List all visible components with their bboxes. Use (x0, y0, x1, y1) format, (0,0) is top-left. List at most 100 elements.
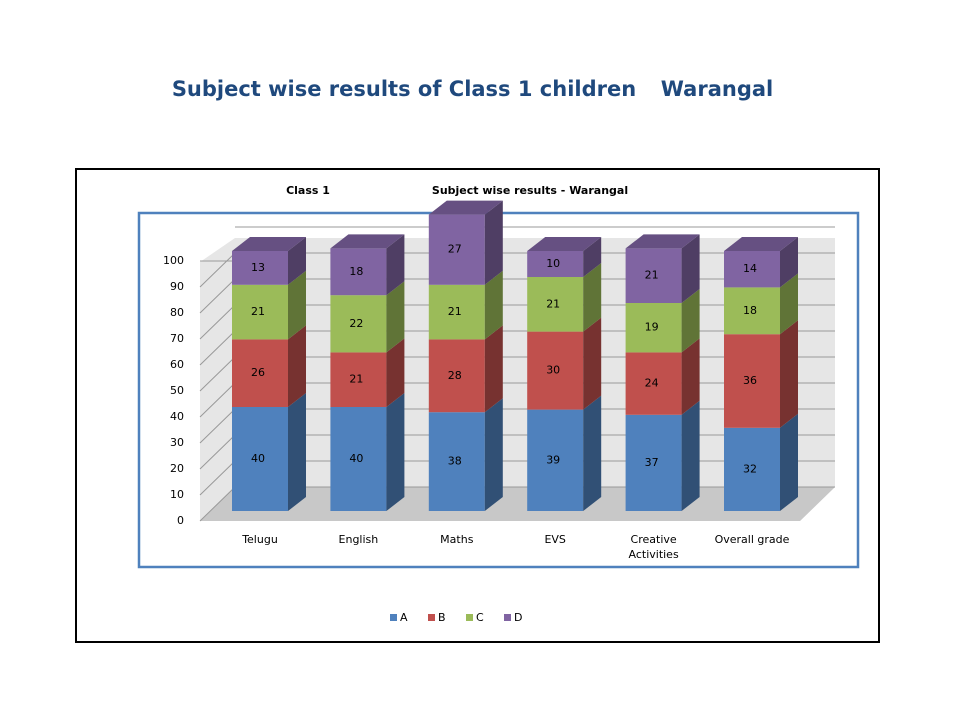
bar-top (527, 237, 602, 251)
bar-segment (527, 395, 602, 511)
data-label: 10 (546, 257, 560, 270)
bar-side (681, 338, 700, 415)
data-label: 30 (546, 364, 560, 377)
bar-side (681, 400, 700, 511)
bar-side (484, 200, 503, 285)
bar-side (484, 398, 503, 511)
bar-top (330, 234, 405, 249)
bar-side (386, 338, 405, 407)
grid-line (199, 278, 236, 314)
bar-segment (232, 393, 306, 511)
bar-front (232, 251, 288, 285)
data-label: 38 (448, 455, 462, 468)
bar-side (288, 393, 306, 511)
grid-line (199, 304, 236, 340)
legend-label: C (476, 611, 484, 624)
x-tick-label: Telugu (242, 533, 278, 546)
bar-side (681, 289, 700, 353)
legend-label: D (514, 611, 522, 624)
legend-label: B (438, 611, 446, 624)
bar-segment (625, 289, 700, 353)
bar-segment (232, 325, 306, 407)
bar-front (527, 251, 584, 277)
bar-top (625, 234, 700, 249)
data-label: 27 (448, 243, 462, 256)
data-label: 24 (645, 377, 659, 390)
data-label: 28 (448, 369, 462, 382)
data-label: 14 (743, 262, 757, 275)
bar-front (625, 248, 682, 303)
bar-front (724, 334, 780, 428)
bar-side (583, 237, 602, 277)
bar-front (527, 409, 584, 511)
bar-front (625, 303, 682, 353)
data-label: 19 (645, 321, 659, 334)
data-label: 21 (645, 269, 659, 282)
bar-front (527, 277, 584, 332)
bar-front (330, 248, 387, 296)
bar-segment (232, 237, 306, 285)
bar-segment (625, 400, 700, 511)
grid-line (199, 408, 236, 444)
bar-side (386, 393, 405, 511)
bar-segment (428, 325, 503, 413)
bar-segment (428, 270, 503, 340)
bar-side (386, 234, 405, 296)
bar-side (583, 317, 602, 410)
bar-segment (625, 338, 700, 415)
bar-front (330, 295, 387, 353)
chart-subtitle: Subject wise results - Warangal (432, 184, 628, 197)
bar-segment (330, 393, 405, 511)
y-tick-label: 100 (163, 254, 184, 267)
bar-top (232, 237, 306, 251)
grid-line (199, 356, 236, 392)
bar-segment (232, 270, 306, 340)
data-label: 18 (349, 265, 363, 278)
y-tick-label: 90 (170, 280, 184, 293)
bar-segment (428, 398, 503, 511)
grid-line (199, 486, 236, 522)
data-label: 21 (349, 373, 363, 386)
bar-front (428, 284, 485, 340)
data-label: 18 (743, 304, 757, 317)
y-tick-label: 10 (170, 488, 184, 501)
legend-swatch (504, 614, 511, 621)
legend-swatch (466, 614, 473, 621)
bar-segment (330, 338, 405, 407)
legend-swatch (390, 614, 397, 621)
bar-front (232, 339, 288, 407)
bar-front (724, 251, 780, 288)
data-label: 36 (743, 374, 757, 387)
y-tick-label: 0 (177, 514, 184, 527)
bar-segment (330, 234, 405, 296)
x-tick-label: EVS (544, 533, 566, 546)
data-label: 13 (251, 261, 265, 274)
y-tick-label: 60 (170, 358, 184, 371)
data-label: 21 (448, 305, 462, 318)
bar-top (428, 200, 503, 215)
bar-side (583, 263, 602, 332)
bar-front (724, 427, 780, 511)
bar-side (780, 237, 798, 288)
bar-side (780, 273, 798, 335)
data-label: 21 (251, 305, 265, 318)
bar-front (428, 214, 485, 285)
bar-front (428, 412, 485, 511)
grid-line (199, 382, 236, 418)
data-label: 39 (546, 453, 560, 466)
bar-segment (724, 413, 798, 511)
x-tick-label: Maths (440, 533, 474, 546)
page-title: Subject wise results of Class 1 children (172, 77, 636, 101)
data-label: 21 (546, 297, 560, 310)
bar-segment (724, 273, 798, 335)
bar-front (724, 287, 780, 335)
bar-front (330, 407, 387, 511)
y-tick-label: 20 (170, 462, 184, 475)
data-label: 37 (645, 456, 659, 469)
bar-front (232, 284, 288, 340)
bar-side (780, 413, 798, 511)
bar-front (527, 331, 584, 410)
x-tick-label: English (338, 533, 379, 546)
